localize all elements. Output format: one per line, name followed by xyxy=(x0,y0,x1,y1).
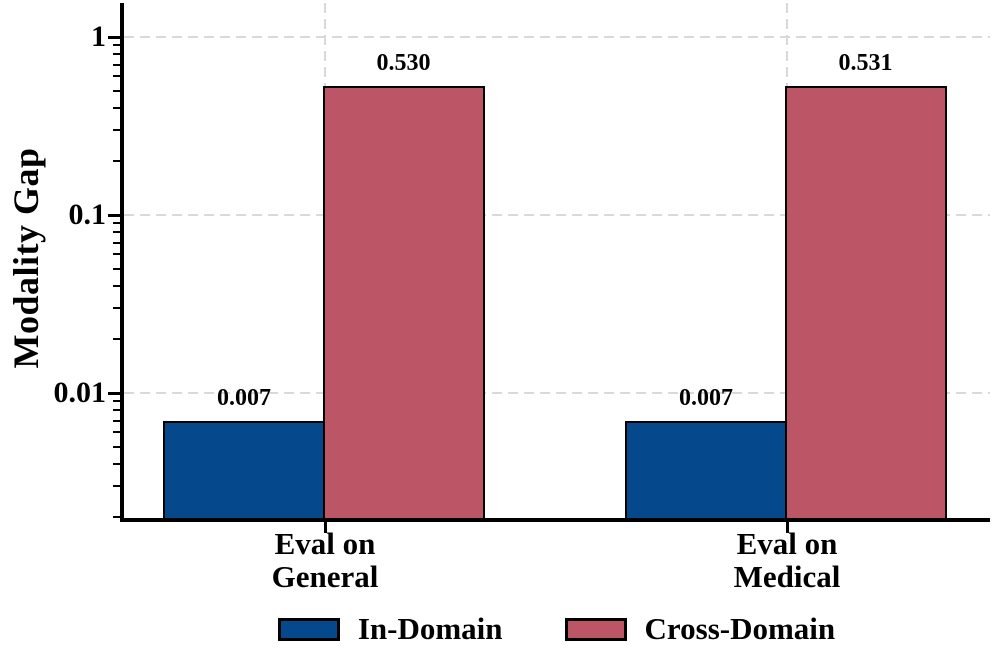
bar-in-domain xyxy=(163,420,325,522)
bar-value-label: 0.530 xyxy=(376,50,431,77)
horizontal-gridline xyxy=(124,36,990,38)
y-axis-minor-tick xyxy=(113,231,120,234)
legend-item-in-domain: In-Domain xyxy=(277,611,503,647)
legend-swatch-cross-domain xyxy=(564,617,627,641)
y-axis-minor-tick xyxy=(113,222,120,225)
bar-in-domain xyxy=(625,420,787,522)
y-axis-tick-label: 0.01 xyxy=(53,376,107,409)
y-axis-minor-tick xyxy=(113,253,120,256)
y-axis-minor-tick xyxy=(113,129,120,132)
y-axis-minor-tick xyxy=(113,63,120,66)
y-axis-spine xyxy=(120,3,124,522)
bar-cross-domain xyxy=(784,85,947,522)
y-axis-minor-tick xyxy=(113,44,120,47)
x-axis-category-label: Eval on Medical xyxy=(733,526,841,594)
legend-label: Cross-Domain xyxy=(644,611,836,646)
y-axis-tick-label: 0.1 xyxy=(68,198,107,231)
x-axis-spine xyxy=(120,518,990,522)
legend-label: In-Domain xyxy=(357,611,503,646)
y-axis-minor-tick xyxy=(113,409,120,412)
y-axis-minor-tick xyxy=(113,53,120,56)
horizontal-gridline xyxy=(124,214,990,216)
y-axis-minor-tick xyxy=(113,516,120,519)
y-axis-minor-tick xyxy=(113,160,120,163)
y-axis-major-tick xyxy=(108,35,120,39)
horizontal-gridline xyxy=(124,392,990,394)
x-axis-tick xyxy=(323,522,327,533)
y-axis-minor-tick xyxy=(113,267,120,270)
legend: In-Domain Cross-Domain xyxy=(123,611,990,647)
y-axis-minor-tick xyxy=(113,241,120,244)
y-axis-label: Modality Gap xyxy=(6,147,46,369)
y-axis-minor-tick xyxy=(113,485,120,488)
y-axis-minor-tick xyxy=(113,400,120,403)
bar-cross-domain xyxy=(322,86,485,522)
legend-item-cross-domain: Cross-Domain xyxy=(564,611,836,647)
x-axis-tick xyxy=(785,522,789,533)
y-axis-minor-tick xyxy=(113,89,120,92)
y-axis-minor-tick xyxy=(113,284,120,287)
y-axis-major-tick xyxy=(108,213,120,217)
y-axis-minor-tick xyxy=(113,106,120,109)
y-axis-minor-tick xyxy=(113,445,120,448)
bar-value-label: 0.007 xyxy=(679,384,733,411)
y-axis-major-tick xyxy=(108,391,120,395)
y-axis-minor-tick xyxy=(113,431,120,434)
bar-value-label: 0.531 xyxy=(838,49,893,76)
y-axis-minor-tick xyxy=(113,462,120,465)
bar-value-label: 0.007 xyxy=(217,384,271,411)
x-axis-category-label: Eval on General xyxy=(271,526,379,594)
y-axis-minor-tick xyxy=(113,419,120,422)
y-axis-tick-label: 1 xyxy=(91,20,106,53)
legend-swatch-in-domain xyxy=(277,617,340,641)
y-axis-minor-tick xyxy=(113,338,120,341)
y-axis-minor-tick xyxy=(113,307,120,310)
y-axis-minor-tick xyxy=(113,75,120,78)
